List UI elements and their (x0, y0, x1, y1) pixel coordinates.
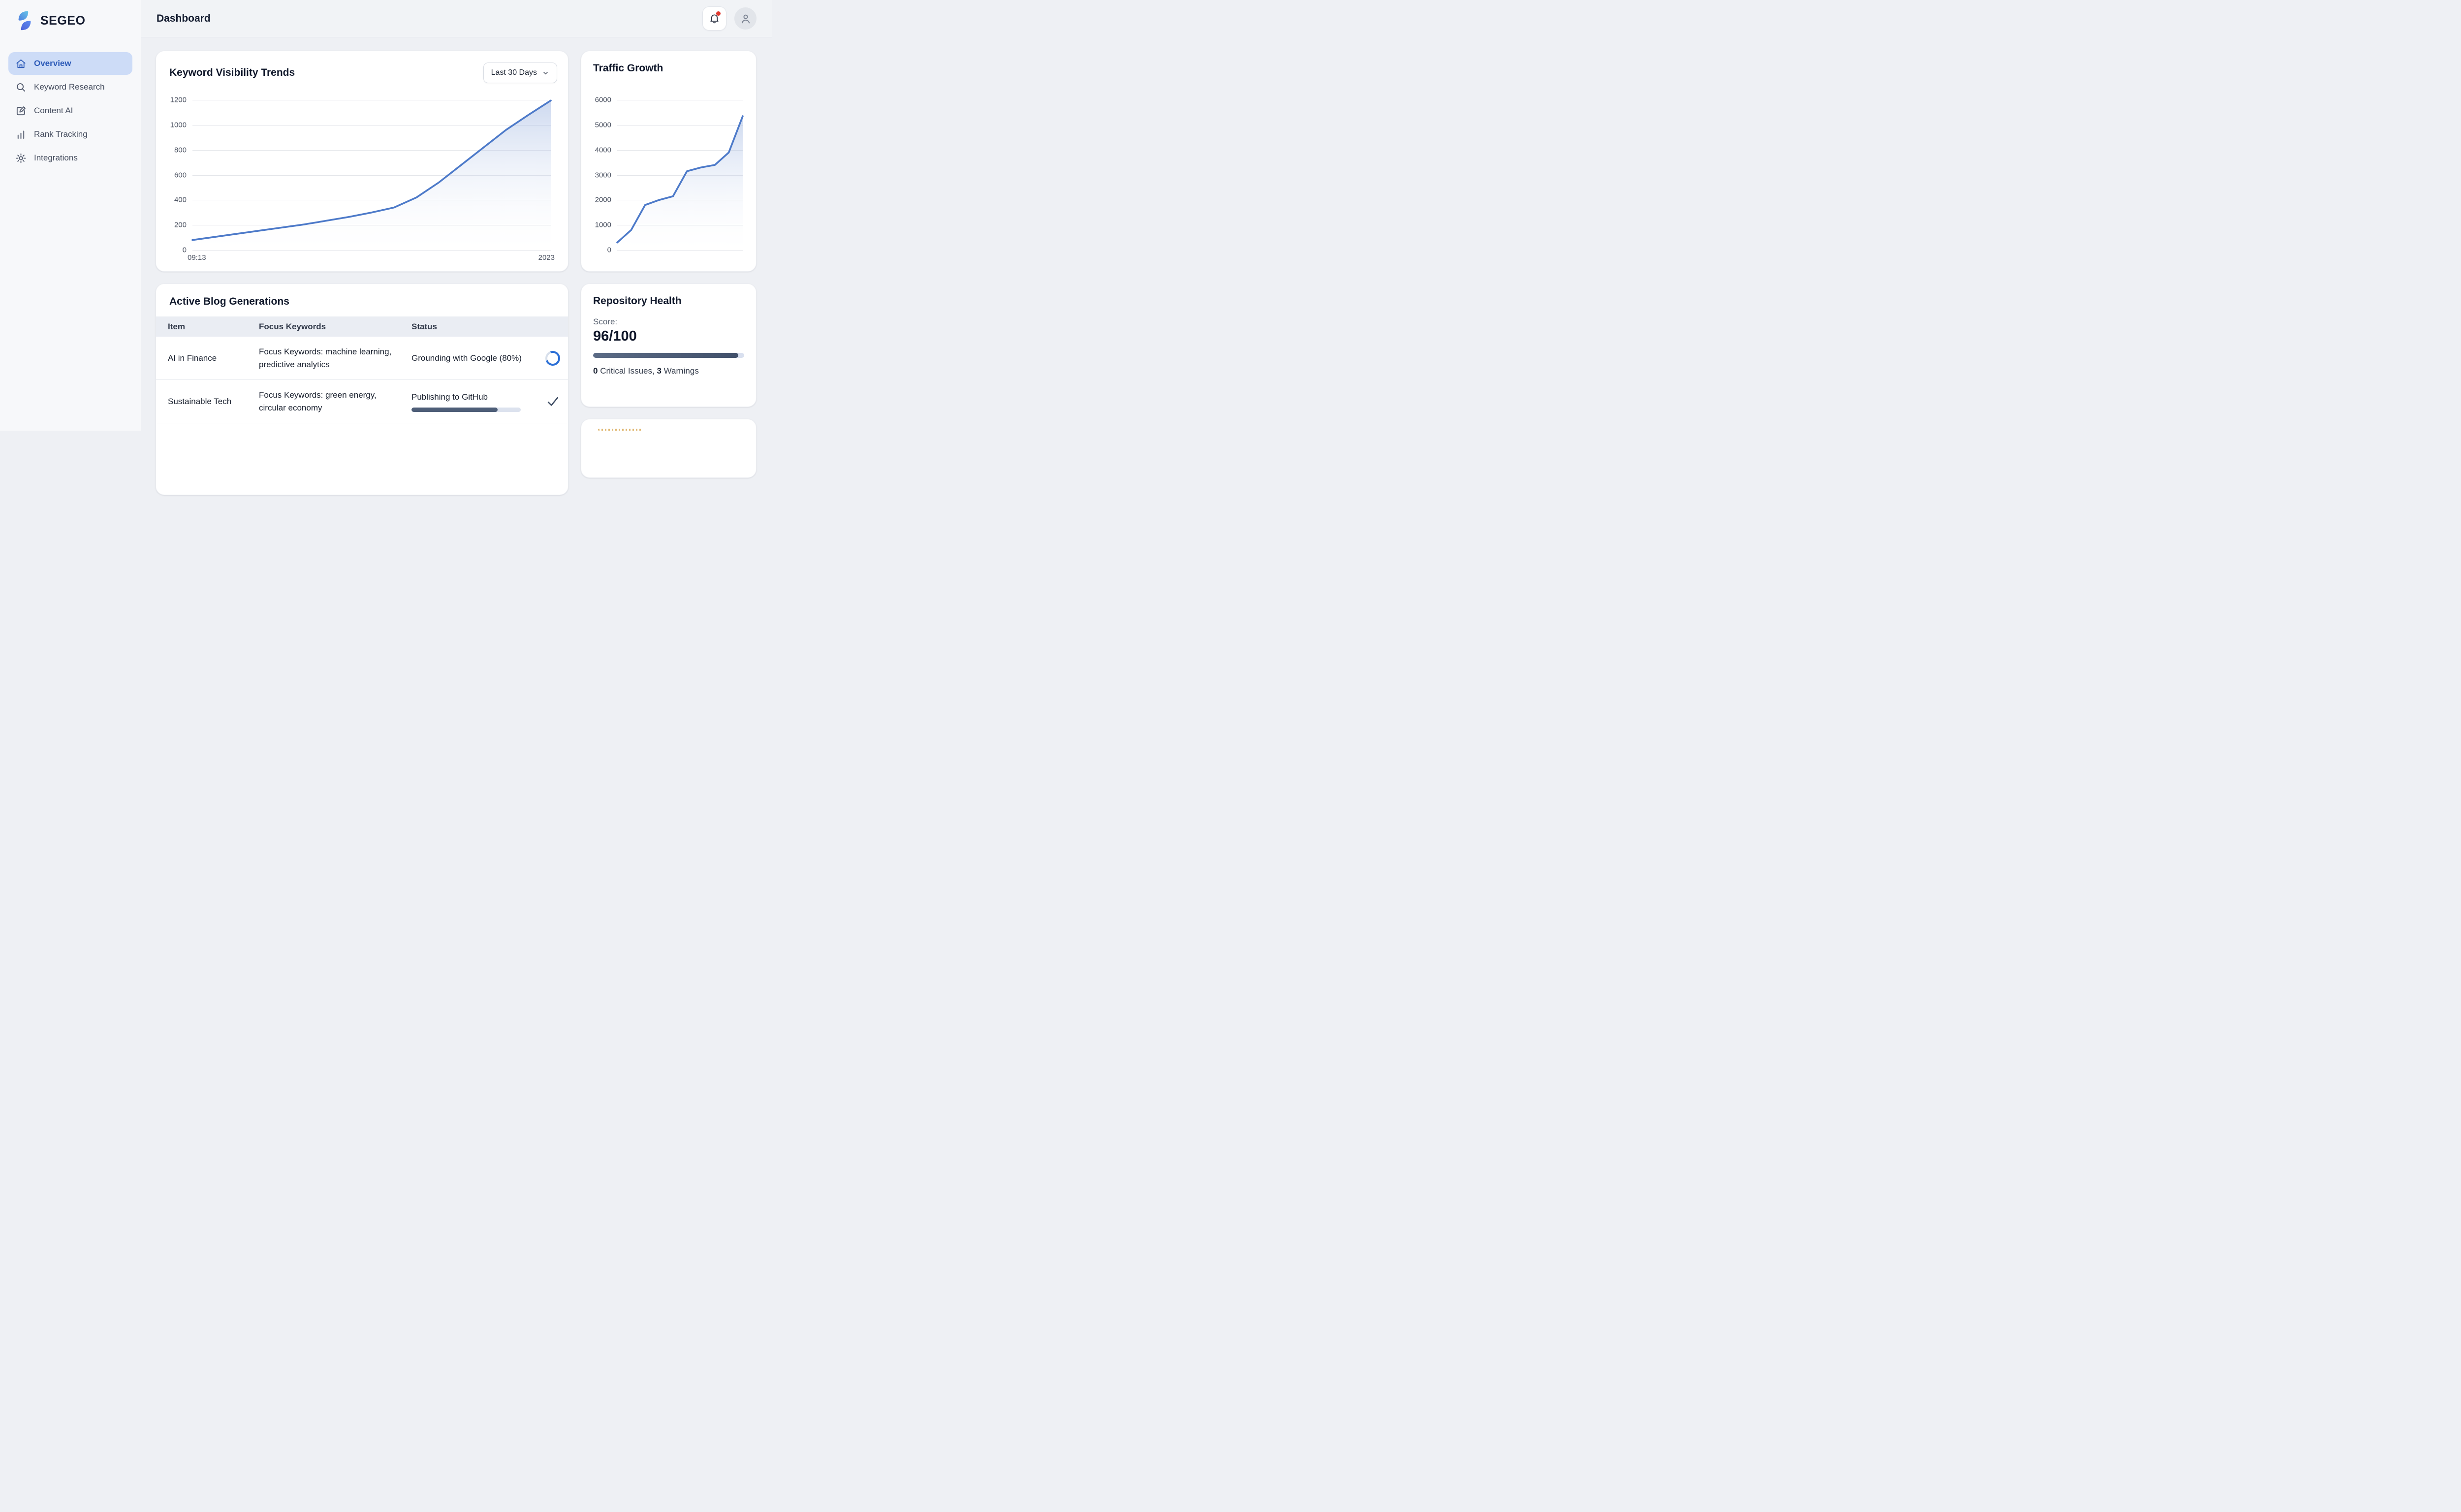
traffic-growth-card: Traffic Growth 0 1000 2000 3000 4000 5000 6000 (581, 51, 757, 272)
gridline (192, 250, 551, 251)
chart-svg (192, 100, 551, 250)
y-axis-tick: 4000 (595, 146, 611, 155)
warning-text: Warnings (661, 366, 699, 376)
sidebar-item-label: Rank Tracking (34, 129, 88, 139)
traffic-chart: 0 1000 2000 3000 4000 5000 6000 (595, 96, 743, 254)
issues-summary: 0 Critical Issues, 3 Warnings (593, 366, 744, 376)
sidebar: SEGEO Overview Keyword Research (0, 0, 141, 431)
row-keywords: Focus Keywords: green energy, circular e… (259, 390, 377, 412)
health-progress-fill (593, 353, 738, 358)
y-axis-tick: 1000 (170, 121, 187, 129)
gridline (617, 150, 743, 151)
date-range-value: Last 30 Days (491, 68, 537, 77)
notification-dot (716, 11, 721, 16)
card-title: Repository Health (593, 295, 682, 307)
active-blog-generations-card: Active Blog Generations Item Focus Keywo… (156, 284, 568, 495)
column-header-status: Status (411, 321, 437, 331)
y-axis-tick: 400 (174, 195, 187, 204)
check-icon (547, 397, 558, 406)
table-header: Item Focus Keywords Status (156, 316, 568, 337)
column-header-item: Item (168, 321, 185, 331)
page-title: Dashboard (157, 12, 211, 24)
score-label: Score: (593, 317, 618, 326)
chart-svg (617, 100, 743, 250)
date-range-dropdown[interactable]: Last 30 Days (483, 63, 557, 83)
bar-chart-icon (15, 129, 27, 140)
health-progress-bar (593, 353, 744, 358)
truncated-card (581, 419, 757, 478)
y-axis-tick: 600 (174, 171, 187, 179)
critical-text: Critical Issues, (598, 366, 657, 376)
sidebar-item-overview[interactable]: Overview (8, 52, 132, 75)
gear-icon (15, 153, 27, 164)
column-header-keywords: Focus Keywords (259, 321, 326, 331)
sidebar-item-integrations[interactable]: Integrations (8, 147, 132, 169)
profile-button[interactable] (734, 7, 757, 30)
user-icon (741, 14, 750, 23)
x-axis-label-left: 09:13 (188, 253, 206, 262)
sidebar-item-keyword-research[interactable]: Keyword Research (8, 76, 132, 98)
row-indicator (537, 348, 568, 368)
score-value: 96/100 (593, 328, 637, 344)
search-icon (15, 82, 27, 93)
y-axis-tick: 0 (182, 246, 187, 254)
sidebar-item-label: Content AI (34, 106, 73, 115)
gridline (617, 250, 743, 251)
keyword-visibility-card: Keyword Visibility Trends Last 30 Days 0… (156, 51, 568, 272)
row-progress-bar (411, 408, 521, 412)
table-row: Sustainable Tech Focus Keywords: green e… (156, 380, 568, 423)
row-status: Publishing to GitHub (411, 391, 537, 412)
bell-icon (710, 14, 719, 24)
critical-count: 0 (593, 366, 598, 376)
notifications-button[interactable] (702, 6, 726, 31)
y-axis-tick: 3000 (595, 171, 611, 179)
card-title: Active Blog Generations (169, 296, 289, 307)
y-axis-tick: 1200 (170, 95, 187, 104)
y-axis-tick: 2000 (595, 195, 611, 204)
row-item: AI in Finance (168, 353, 217, 363)
table-row: AI in Finance Focus Keywords: machine le… (156, 337, 568, 380)
y-axis-tick: 1000 (595, 220, 611, 229)
repository-health-card: Repository Health Score: 96/100 0 Critic… (581, 284, 757, 407)
gridline (617, 125, 743, 126)
gridline (192, 125, 551, 126)
row-item: Sustainable Tech (168, 396, 232, 406)
y-axis-tick: 6000 (595, 95, 611, 104)
row-keywords: Focus Keywords: machine learning, predic… (259, 347, 392, 369)
chevron-down-icon (543, 71, 548, 74)
sidebar-item-label: Keyword Research (34, 82, 105, 92)
card-title: Traffic Growth (593, 63, 663, 74)
sidebar-item-label: Overview (34, 59, 71, 68)
row-indicator (537, 395, 568, 408)
gridline (617, 175, 743, 176)
visibility-chart: 0 200 400 600 800 1000 1200 09:13 2023 (170, 96, 551, 262)
gridline (192, 150, 551, 151)
warning-count: 3 (657, 366, 662, 376)
sidebar-nav: Overview Keyword Research Content AI (0, 52, 141, 169)
card-title: Keyword Visibility Trends (169, 67, 295, 78)
row-status: Grounding with Google (80%) (411, 352, 537, 365)
main-content: Keyword Visibility Trends Last 30 Days 0… (141, 37, 772, 495)
gridline (192, 175, 551, 176)
row-status-text: Publishing to GitHub (411, 392, 488, 402)
row-progress-fill (411, 408, 498, 412)
x-axis-label-right: 2023 (538, 253, 555, 262)
header: Dashboard (141, 0, 772, 37)
sidebar-item-rank-tracking[interactable]: Rank Tracking (8, 123, 132, 146)
y-axis-tick: 0 (607, 246, 611, 254)
sidebar-item-content-ai[interactable]: Content AI (8, 99, 132, 122)
segeo-logo-icon (15, 11, 34, 31)
spinner-icon (542, 348, 563, 368)
row-status-text: Grounding with Google (80%) (411, 353, 522, 363)
y-axis-tick: 800 (174, 146, 187, 155)
y-axis-tick: 5000 (595, 121, 611, 129)
y-axis-tick: 200 (174, 220, 187, 229)
brand-name: SEGEO (40, 13, 86, 28)
truncated-card-heading (598, 429, 641, 431)
edit-icon (15, 105, 27, 117)
table-body: AI in Finance Focus Keywords: machine le… (156, 337, 568, 423)
home-icon (15, 58, 27, 69)
brand: SEGEO (0, 0, 141, 31)
sidebar-item-label: Integrations (34, 153, 78, 162)
